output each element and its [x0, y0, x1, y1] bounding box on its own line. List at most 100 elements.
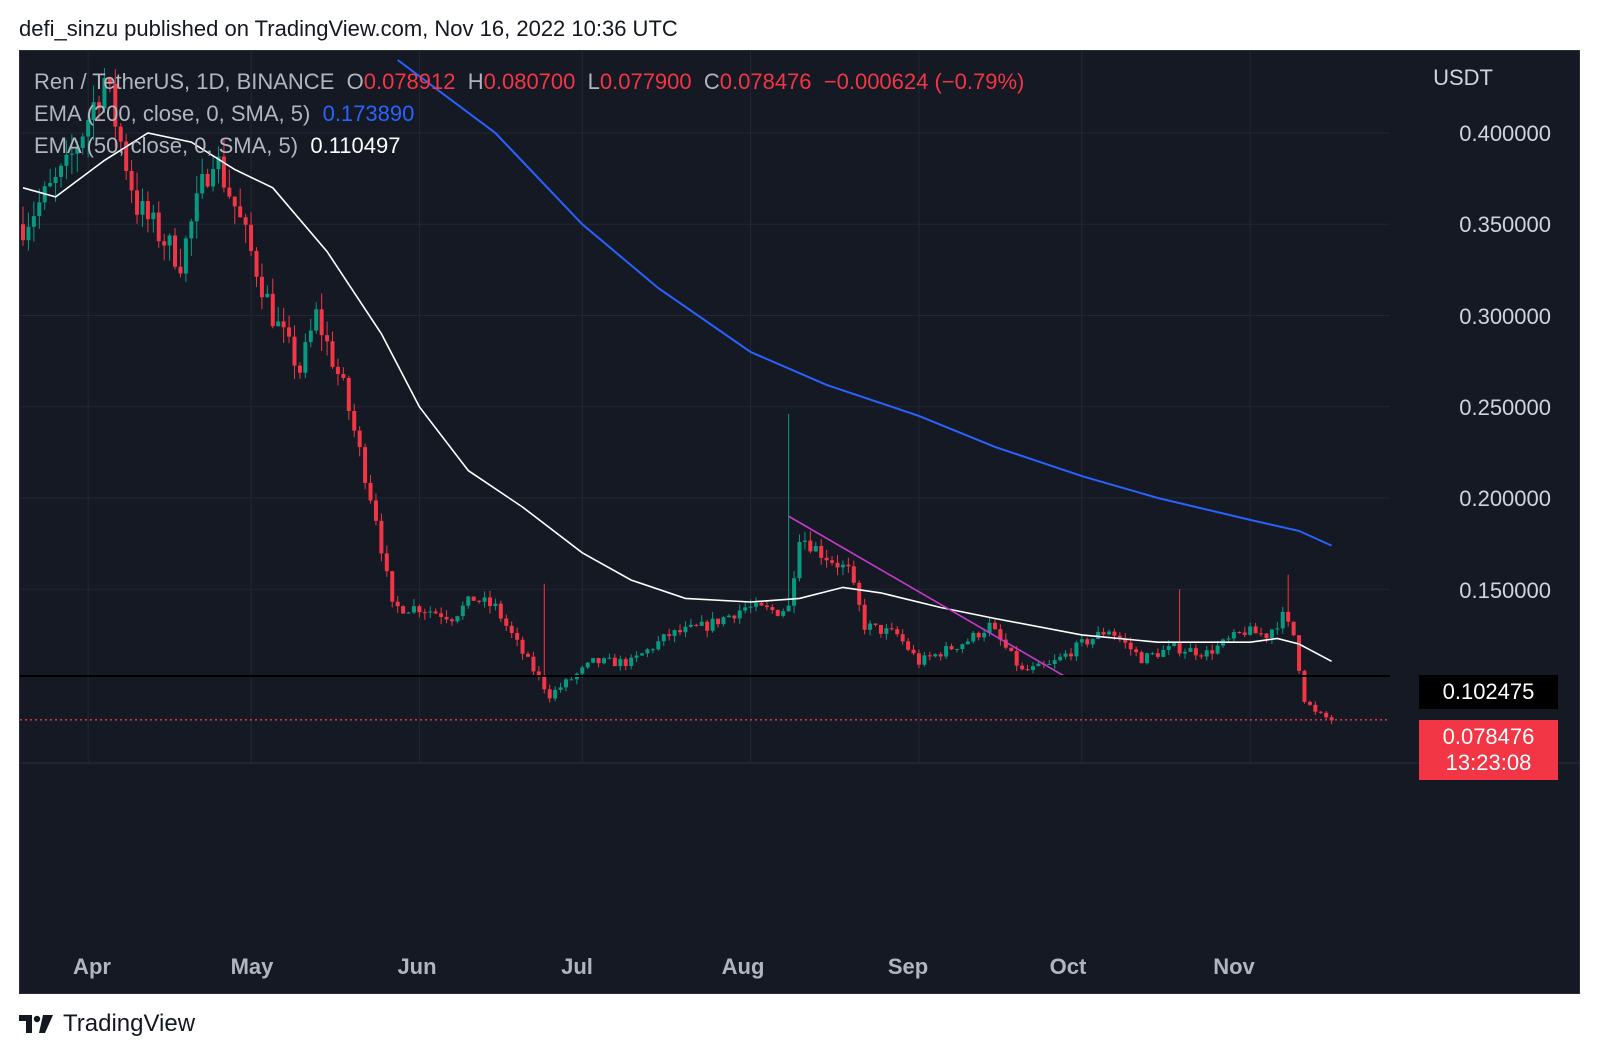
candle-body — [998, 629, 1003, 640]
candle-body — [156, 212, 161, 242]
price-axis-label: 0.300000 — [1459, 304, 1551, 329]
candle-body — [1003, 639, 1008, 648]
candle-body — [536, 671, 541, 677]
chart-pane[interactable]: Ren / TetherUS, 1D, BINANCE O0.078912 H0… — [19, 50, 1580, 994]
candle-body — [645, 649, 650, 654]
candle-body — [227, 187, 232, 197]
candle-body — [1145, 653, 1150, 664]
candle-body — [411, 606, 416, 613]
price-axis-label: 0.250000 — [1459, 395, 1551, 420]
candle-body — [835, 562, 840, 568]
candle-body — [716, 618, 721, 625]
candle-body — [330, 341, 335, 367]
low-value: 0.077900 — [599, 69, 692, 94]
trendline — [788, 515, 1066, 678]
candle-body — [183, 238, 188, 274]
candle-body — [580, 667, 585, 674]
candle-body — [1297, 635, 1302, 671]
candle-body — [623, 659, 628, 666]
price-chart[interactable] — [20, 51, 1580, 994]
candle-body — [971, 632, 976, 642]
candle-body — [640, 653, 645, 656]
candle-body — [335, 366, 340, 374]
candle-body — [297, 365, 302, 373]
candle-body — [808, 540, 813, 552]
candle-body — [754, 602, 759, 607]
candle-body — [710, 618, 715, 631]
candle-body — [1291, 621, 1296, 636]
high-label: H — [467, 69, 484, 94]
candle-body — [889, 628, 894, 630]
candle-body — [1166, 646, 1171, 650]
candle-body — [69, 153, 74, 155]
candle-body — [525, 653, 530, 657]
ema200-value: 0.173890 — [322, 101, 415, 126]
candle-body — [1079, 639, 1084, 643]
candle-body — [542, 676, 547, 690]
candle-body — [748, 606, 753, 608]
candle-body — [444, 616, 449, 620]
candle-body — [270, 293, 275, 327]
candle-body — [357, 430, 362, 448]
candle-body — [949, 646, 954, 650]
candle-body — [422, 612, 427, 614]
candle-body — [1085, 639, 1090, 645]
month-label: Oct — [1049, 954, 1087, 979]
candle-body — [287, 327, 292, 337]
candle-body — [520, 639, 525, 654]
candle-body — [1318, 711, 1323, 713]
candle-body — [428, 611, 433, 613]
candle-body — [107, 77, 112, 84]
candle-body — [346, 377, 351, 412]
tradingview-branding[interactable]: TradingView — [19, 1010, 195, 1038]
candle-body — [221, 156, 226, 188]
candles — [21, 67, 1334, 725]
candle-body — [21, 224, 25, 241]
candle-body — [276, 321, 281, 327]
candle-body — [1030, 666, 1035, 670]
candle-body — [477, 600, 482, 602]
candle-body — [498, 603, 503, 619]
candle-body — [1123, 639, 1128, 643]
candle-body — [965, 641, 970, 645]
candle-body — [759, 602, 764, 606]
candle-body — [200, 173, 205, 194]
candle-body — [553, 689, 558, 699]
candle-body — [292, 336, 297, 366]
candle-body — [482, 597, 487, 602]
candle-body — [504, 618, 509, 626]
low-label: L — [587, 69, 600, 94]
ema200-line — [397, 59, 1333, 547]
candle-body — [705, 621, 710, 631]
candle-body — [813, 545, 818, 552]
candle-body — [797, 541, 802, 579]
candle-body — [167, 235, 172, 246]
candle-body — [460, 605, 465, 617]
publisher-line: defi_sinzu published on TradingView.com,… — [19, 16, 678, 41]
candle-body — [97, 102, 102, 109]
candle-body — [238, 206, 243, 218]
candle-body — [80, 136, 85, 149]
candle-body — [678, 630, 683, 633]
candle-body — [558, 687, 563, 690]
candle-body — [667, 634, 672, 636]
candle-body — [1177, 642, 1182, 654]
candle-body — [770, 607, 775, 610]
candle-body — [259, 276, 264, 298]
candle-body — [1253, 626, 1258, 634]
candle-body — [618, 659, 623, 667]
month-label: Apr — [73, 954, 111, 979]
candle-body — [59, 165, 64, 177]
candle-body — [515, 632, 520, 640]
bar-countdown: 13:23:08 — [1445, 750, 1532, 775]
candle-body — [1231, 632, 1236, 639]
candle-body — [173, 235, 178, 267]
ema50-line — [22, 132, 1332, 663]
candle-body — [325, 335, 330, 342]
close-value: 0.078476 — [719, 69, 812, 94]
candle-body — [634, 655, 639, 658]
candle-body — [688, 624, 693, 627]
candle-body — [1307, 701, 1312, 705]
candle-body — [216, 156, 221, 169]
candle-body — [1302, 670, 1307, 702]
